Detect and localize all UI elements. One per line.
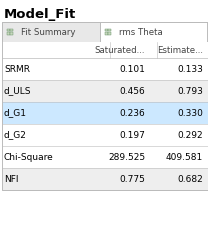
Bar — [2, 22, 208, 190]
Text: NFI: NFI — [4, 174, 19, 183]
Text: 289.525: 289.525 — [108, 152, 145, 161]
Text: 0.133: 0.133 — [177, 64, 203, 73]
Bar — [100, 22, 207, 42]
Text: 0.197: 0.197 — [119, 131, 145, 140]
Text: 0.793: 0.793 — [177, 87, 203, 96]
Text: 0.775: 0.775 — [119, 174, 145, 183]
Text: 0.236: 0.236 — [119, 109, 145, 118]
Text: d_ULS: d_ULS — [4, 87, 31, 96]
Text: Saturated...: Saturated... — [94, 46, 145, 55]
Text: Model_Fit: Model_Fit — [4, 8, 76, 20]
Bar — [7, 32, 10, 35]
Bar — [7, 28, 10, 31]
Text: 0.456: 0.456 — [119, 87, 145, 96]
Text: 409.581: 409.581 — [166, 152, 203, 161]
Text: d_G1: d_G1 — [4, 109, 27, 118]
Text: SRMR: SRMR — [4, 64, 30, 73]
Text: 0.101: 0.101 — [119, 64, 145, 73]
Bar — [2, 58, 208, 80]
Text: 0.330: 0.330 — [177, 109, 203, 118]
Bar — [10, 28, 13, 31]
Bar — [2, 146, 208, 168]
Bar — [2, 22, 100, 42]
Text: 0.292: 0.292 — [177, 131, 203, 140]
Bar — [10, 32, 13, 35]
Text: rms Theta: rms Theta — [119, 27, 163, 36]
Bar — [2, 80, 208, 102]
Bar — [2, 168, 208, 190]
Text: Fit Summary: Fit Summary — [21, 27, 76, 36]
Bar — [105, 28, 108, 31]
Text: 0.682: 0.682 — [177, 174, 203, 183]
Bar — [2, 124, 208, 146]
Bar — [2, 102, 208, 124]
Bar — [2, 42, 208, 58]
Bar — [105, 32, 108, 35]
Text: Chi-Square: Chi-Square — [4, 152, 54, 161]
Bar — [108, 32, 111, 35]
Text: Estimate...: Estimate... — [157, 46, 203, 55]
Bar — [108, 28, 111, 31]
Text: d_G2: d_G2 — [4, 131, 27, 140]
